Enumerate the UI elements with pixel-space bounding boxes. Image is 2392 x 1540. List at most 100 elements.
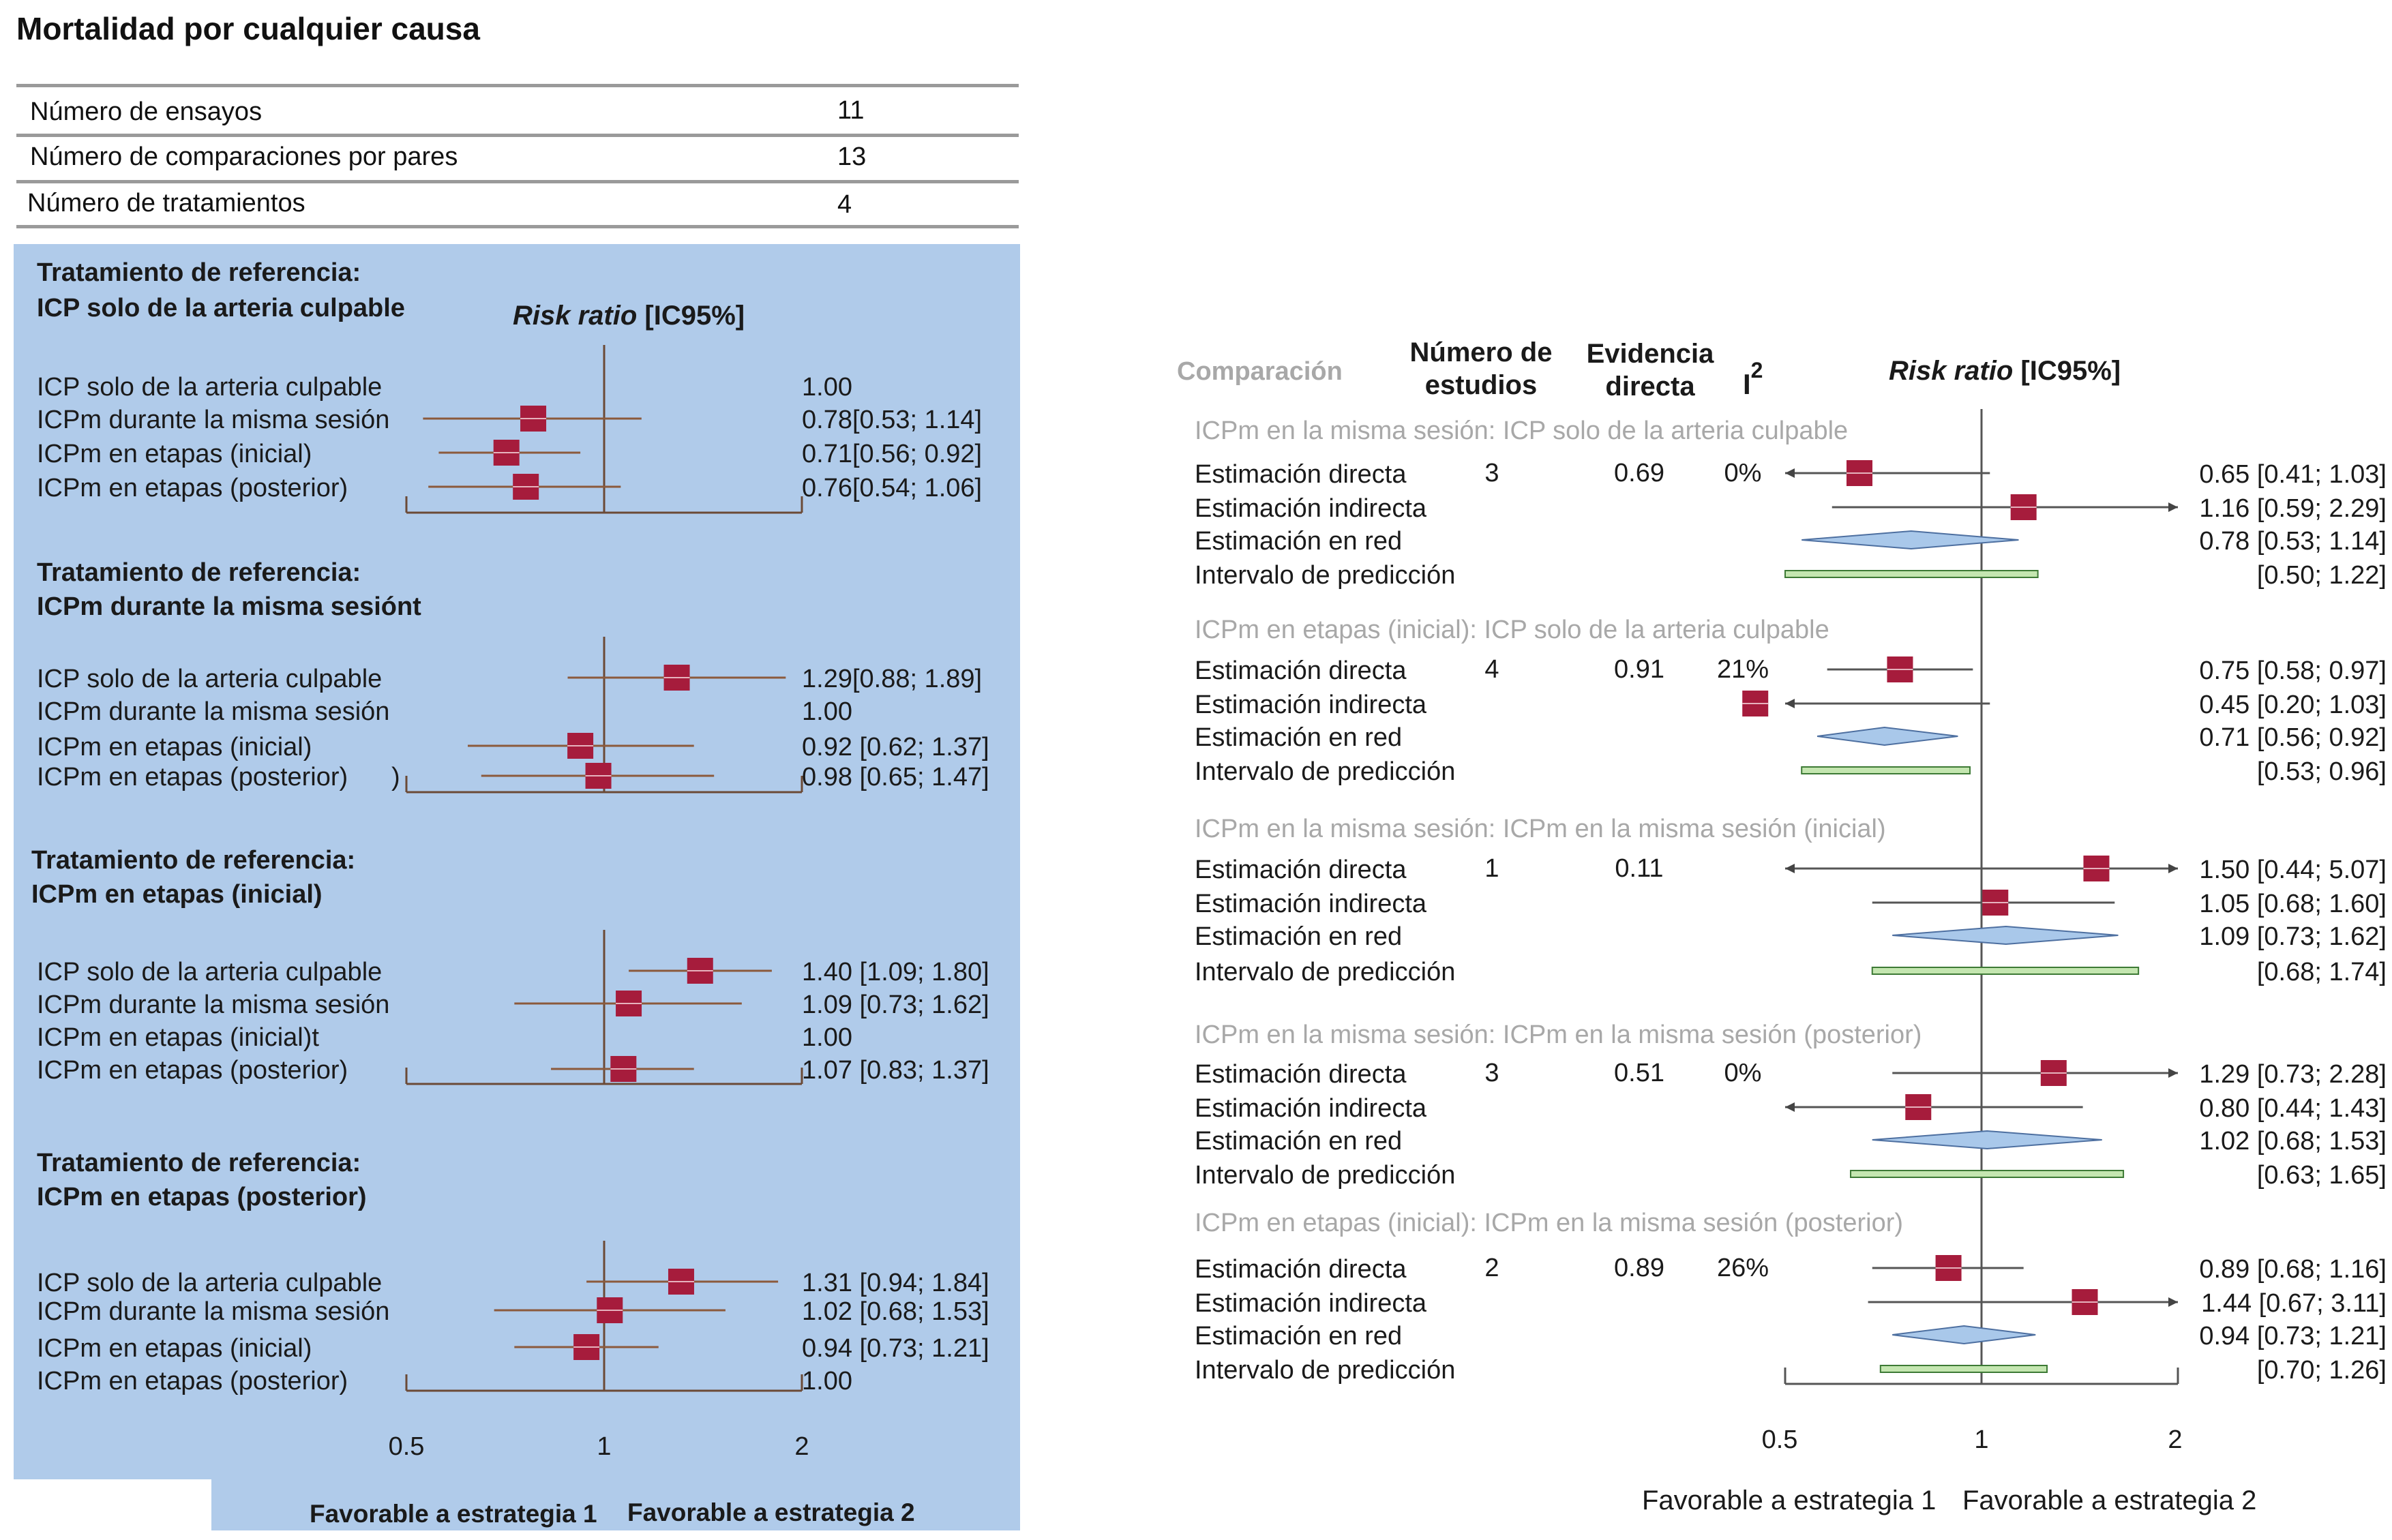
league-row-estimate: 1.02 [0.68; 1.53]	[802, 1297, 989, 1326]
split-group-title: ICPm en la misma sesión: ICP solo de la …	[1195, 417, 1848, 445]
split-row-estimate: 0.89 [0.68; 1.16]	[2199, 1255, 2387, 1284]
league-group-title-line1: Tratamiento de referencia:	[37, 1149, 361, 1177]
split-row-estimate: 0.78 [0.53; 1.14]	[2199, 527, 2387, 556]
split-row-label: Intervalo de predicción	[1195, 958, 1455, 986]
league-group-1: Tratamiento de referencia: ICP solo de la…	[37, 258, 982, 514]
split-n-studies: 2	[1484, 1254, 1499, 1282]
split-group-1: ICPm en la misma sesión: ICP solo de la …	[1195, 417, 2387, 590]
split-ci-arrow	[2168, 502, 2178, 512]
split-row-label: Estimación directa	[1195, 460, 1407, 489]
summary-label-comparisons: Número de comparaciones por pares	[30, 142, 458, 171]
summary-table-divider-1	[16, 134, 1019, 137]
league-tick-label-null: 1	[597, 1432, 611, 1461]
league-tick-label-low: 0.5	[389, 1432, 425, 1461]
split-row-estimate: [0.63; 1.65]	[2257, 1161, 2387, 1190]
left-favour-strategy-1: Favorable a estrategia 1	[310, 1500, 597, 1528]
league-row-label: ICPm en etapas (posterior)	[37, 1056, 348, 1085]
split-row-label: Estimación indirecta	[1195, 1094, 1427, 1123]
split-ci-arrow	[1785, 864, 1795, 873]
header-n-studies-line1: Número de	[1410, 337, 1553, 367]
summary-table-divider-2	[16, 180, 1019, 183]
split-prediction-bar	[1784, 570, 2039, 578]
league-group-4: Tratamiento de referencia: ICPm en etapas…	[37, 1149, 989, 1395]
left-favour-strategy-2: Favorable a estrategia 2	[627, 1498, 915, 1526]
header-comparison: Comparación	[1177, 357, 1343, 386]
split-row-estimate: [0.53; 0.96]	[2257, 757, 2387, 786]
league-row-estimate: 1.00	[802, 1367, 852, 1395]
league-row-suffix: )	[391, 763, 400, 791]
league-row-estimate: 0.71[0.56; 0.92]	[802, 440, 982, 468]
split-row-estimate: 1.44 [0.67; 3.11]	[2201, 1289, 2387, 1318]
league-group-title-line1: Tratamiento de referencia:	[37, 558, 361, 587]
league-row-label: ICPm en etapas (posterior)	[37, 1367, 348, 1395]
split-n-studies: 1	[1484, 854, 1499, 883]
split-row-estimate: [0.50; 1.22]	[2257, 561, 2387, 590]
league-tick-label-high: 2	[794, 1432, 809, 1461]
split-row-label: Estimación directa	[1195, 856, 1407, 884]
split-row-estimate: 1.05 [0.68; 1.60]	[2199, 890, 2387, 918]
league-row-estimate: 1.31 [0.94; 1.84]	[802, 1269, 989, 1297]
summary-table-top-border	[16, 84, 1019, 87]
league-group-title-line2: ICPm durante la misma sesiónt	[37, 592, 421, 621]
split-direct-evidence: 0.89	[1614, 1254, 1664, 1282]
split-row-estimate: 0.94 [0.73; 1.21]	[2199, 1322, 2387, 1350]
league-row-label: ICP solo de la arteria culpable	[37, 373, 382, 402]
split-group-title: ICPm en etapas (inicial): ICPm en la mis…	[1195, 1209, 1903, 1237]
page-title: Mortalidad por cualquier causa	[16, 11, 480, 46]
header-i2-superscript: 2	[1751, 358, 1763, 382]
split-tick-label-high: 2	[2168, 1425, 2182, 1454]
split-row-label: Estimación directa	[1195, 1060, 1407, 1089]
right-favour-strategy-2: Favorable a estrategia 2	[1962, 1485, 2256, 1515]
split-row-label: Estimación en red	[1195, 1127, 1402, 1156]
league-row-label: ICPm en etapas (posterior)	[37, 763, 348, 791]
league-row-label: ICPm en etapas (inicial)	[37, 1334, 312, 1363]
split-prediction-bar	[1850, 1170, 2125, 1178]
split-ci-arrow	[1785, 468, 1795, 478]
split-group-title: ICPm en etapas (inicial): ICP solo de la…	[1195, 616, 1829, 644]
split-row-label: Estimación en red	[1195, 527, 1402, 556]
split-row-estimate: 1.09 [0.73; 1.62]	[2199, 922, 2387, 951]
split-row-estimate: 0.45 [0.20; 1.03]	[2199, 691, 2387, 719]
league-row-label: ICP solo de la arteria culpable	[37, 665, 382, 693]
left-forest-panel: Risk ratio [IC95%] Favorable a estrategi…	[310, 301, 915, 1528]
split-row-estimate: 0.71 [0.56; 0.92]	[2199, 723, 2387, 752]
summary-label-treatments: Número de tratamientos	[27, 189, 305, 217]
summary-table: Número de ensayos 11 Número de comparaci…	[16, 84, 1019, 228]
right-effect-header-rest: [IC95%]	[2013, 356, 2121, 386]
split-row-estimate: 1.50 [0.44; 5.07]	[2199, 856, 2387, 884]
right-effect-header-italic: Risk ratio	[1889, 356, 2013, 386]
league-group-title-line1: Tratamiento de referencia:	[31, 846, 355, 875]
split-row-estimate: 0.80 [0.44; 1.43]	[2199, 1094, 2387, 1123]
split-ci-arrow	[1785, 1102, 1795, 1112]
split-row-estimate: 1.02 [0.68; 1.53]	[2199, 1127, 2387, 1156]
split-group-title: ICPm en la misma sesión: ICPm en la mism…	[1195, 815, 1886, 843]
league-row-estimate: 1.00	[802, 373, 852, 402]
league-row-estimate: 1.40 [1.09; 1.80]	[802, 958, 989, 986]
split-ci-arrow	[2168, 1297, 2178, 1307]
split-network-diamond	[1817, 726, 1958, 746]
split-network-diamond	[1892, 1325, 2036, 1345]
league-row-estimate: 0.98 [0.65; 1.47]	[802, 763, 989, 791]
split-row-estimate: 1.16 [0.59; 2.29]	[2199, 494, 2387, 523]
split-row-estimate: [0.68; 1.74]	[2257, 958, 2387, 986]
split-group-title: ICPm en la misma sesión: ICPm en la mism…	[1195, 1021, 1922, 1049]
split-group-3: ICPm en la misma sesión: ICPm en la mism…	[1195, 815, 2387, 986]
league-row-label: ICPm durante la misma sesión	[37, 991, 389, 1019]
league-group-title-line2: ICPm en etapas (inicial)	[31, 880, 323, 909]
league-group-3: Tratamiento de referencia: ICPm en etapas…	[31, 846, 989, 1085]
split-row-label: Estimación directa	[1195, 1255, 1407, 1284]
summary-label-trials: Número de ensayos	[30, 97, 262, 126]
league-row-estimate: 0.76[0.54; 1.06]	[802, 474, 982, 502]
header-direct-line2: directa	[1605, 372, 1695, 402]
split-row-label: Intervalo de predicción	[1195, 757, 1455, 786]
split-direct-evidence: 0.51	[1614, 1059, 1664, 1087]
summary-value-treatments: 4	[837, 190, 852, 219]
split-n-studies: 3	[1484, 1059, 1499, 1087]
league-row-estimate: 1.29[0.88; 1.89]	[802, 665, 982, 693]
left-effect-header-rest: [IC95%]	[637, 301, 745, 331]
league-row-estimate: 0.94 [0.73; 1.21]	[802, 1334, 989, 1363]
league-group-title-line1: Tratamiento de referencia:	[37, 258, 361, 287]
split-row-label: Intervalo de predicción	[1195, 1161, 1455, 1190]
split-row-estimate: 0.65 [0.41; 1.03]	[2199, 460, 2387, 489]
